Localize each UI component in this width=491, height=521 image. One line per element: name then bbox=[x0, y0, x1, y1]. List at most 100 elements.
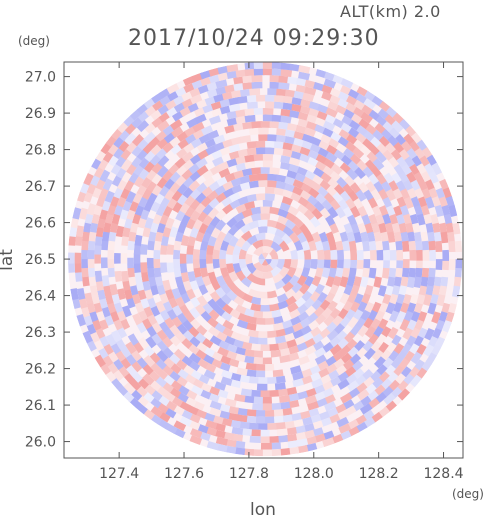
heatmap-cell bbox=[293, 137, 305, 147]
heatmap-cell bbox=[375, 213, 385, 226]
heatmap-cell bbox=[174, 295, 186, 308]
heatmap-cell bbox=[225, 253, 233, 265]
heatmap-cell bbox=[371, 348, 384, 362]
heatmap-cell bbox=[255, 193, 266, 201]
heatmap-cell bbox=[177, 283, 187, 296]
heatmap-cell bbox=[153, 257, 161, 269]
heatmap-cell bbox=[282, 102, 295, 111]
heatmap-cell bbox=[192, 218, 204, 230]
heatmap-cell bbox=[220, 293, 232, 305]
heatmap-cell bbox=[283, 326, 295, 336]
heatmap-cell bbox=[396, 310, 407, 324]
heatmap-cell bbox=[230, 330, 242, 341]
heatmap-cell bbox=[383, 392, 396, 406]
heatmap-cell bbox=[388, 293, 399, 306]
heatmap-cell bbox=[123, 288, 133, 300]
heatmap-cell bbox=[226, 216, 238, 229]
heatmap-cell bbox=[269, 442, 282, 450]
heatmap-cell bbox=[265, 140, 276, 148]
heatmap-cell bbox=[190, 384, 204, 396]
heatmap-cell bbox=[179, 253, 187, 264]
heatmap-cell bbox=[159, 213, 170, 225]
heatmap-cell bbox=[279, 348, 291, 357]
heatmap-cell bbox=[359, 276, 369, 288]
heatmap-cell bbox=[353, 198, 364, 210]
heatmap-cell bbox=[263, 409, 275, 417]
heatmap-cell bbox=[265, 186, 276, 195]
heatmap-cell bbox=[229, 308, 241, 319]
heatmap-cell bbox=[289, 412, 302, 422]
heatmap-cell bbox=[208, 115, 221, 125]
heatmap-cell bbox=[297, 111, 310, 122]
heatmap-cell bbox=[292, 329, 304, 340]
heatmap-cell bbox=[300, 267, 311, 279]
heatmap-cell bbox=[364, 284, 374, 297]
heatmap-cell bbox=[311, 275, 322, 288]
heatmap-cell bbox=[76, 288, 86, 300]
heatmap-cell bbox=[368, 240, 377, 252]
heatmap-cell bbox=[155, 300, 166, 313]
heatmap-cell bbox=[231, 426, 244, 435]
heatmap-cell bbox=[208, 74, 222, 84]
heatmap-cell bbox=[81, 257, 88, 269]
heatmap-cell bbox=[94, 234, 103, 246]
heatmap-cell bbox=[202, 169, 215, 181]
heatmap-cell bbox=[140, 270, 149, 283]
heatmap-cell bbox=[166, 262, 175, 273]
heatmap-cell bbox=[302, 429, 315, 439]
heatmap-cell bbox=[410, 351, 423, 365]
heatmap-cell bbox=[400, 205, 410, 218]
heatmap-cell bbox=[409, 374, 422, 388]
heatmap-cell bbox=[164, 288, 175, 300]
heatmap-cell bbox=[210, 358, 223, 369]
heatmap-cell bbox=[223, 335, 236, 346]
heatmap-cell bbox=[248, 180, 260, 189]
x-tick-label: 128.0 bbox=[294, 466, 334, 482]
heatmap-cell bbox=[232, 244, 242, 256]
heatmap-cell bbox=[189, 435, 203, 446]
heatmap-cell bbox=[243, 355, 255, 364]
heatmap-cell bbox=[257, 337, 268, 345]
heatmap-cell bbox=[162, 226, 172, 238]
heatmap-cell bbox=[315, 397, 328, 408]
heatmap-cell bbox=[267, 219, 278, 228]
heatmap-cell bbox=[412, 222, 421, 235]
heatmap-cell bbox=[228, 235, 239, 247]
heatmap-cell bbox=[316, 360, 329, 372]
heatmap-cell bbox=[335, 206, 346, 219]
heatmap-cell bbox=[292, 419, 304, 428]
heatmap-cell bbox=[247, 288, 259, 298]
heatmap-cell bbox=[107, 257, 115, 269]
heatmap-cell bbox=[227, 358, 240, 368]
heatmap-cell bbox=[292, 179, 305, 190]
heatmap-cell bbox=[87, 239, 96, 251]
heatmap-cell bbox=[209, 335, 222, 346]
heatmap-cell bbox=[149, 284, 159, 296]
heatmap-cell bbox=[423, 294, 433, 307]
heatmap-cell bbox=[156, 165, 169, 178]
y-tick-label: 26.8 bbox=[25, 143, 56, 159]
heatmap-cell bbox=[396, 213, 406, 226]
heatmap-cell bbox=[153, 312, 165, 325]
heatmap-cell bbox=[377, 285, 387, 297]
heatmap-cell bbox=[140, 208, 151, 221]
heatmap-cell bbox=[371, 205, 382, 218]
heatmap-cell bbox=[291, 282, 303, 294]
heatmap-cell bbox=[253, 107, 265, 115]
heatmap-cell bbox=[262, 62, 274, 69]
heatmap-cell bbox=[428, 171, 439, 184]
heatmap-cell bbox=[278, 448, 291, 456]
heatmap-cell bbox=[270, 241, 282, 253]
heatmap-cell bbox=[364, 325, 377, 339]
heatmap-cell bbox=[253, 62, 265, 69]
heatmap-cell bbox=[322, 120, 336, 132]
heatmap-cell bbox=[300, 182, 313, 194]
heatmap-cell bbox=[245, 322, 257, 331]
heatmap-cell bbox=[176, 311, 188, 324]
heatmap-cell bbox=[391, 120, 404, 133]
heatmap-cell bbox=[408, 267, 416, 279]
heatmap-cell bbox=[261, 357, 273, 365]
heatmap-cell bbox=[314, 314, 327, 326]
heatmap-cell bbox=[276, 428, 288, 437]
heatmap-cell bbox=[378, 222, 388, 235]
